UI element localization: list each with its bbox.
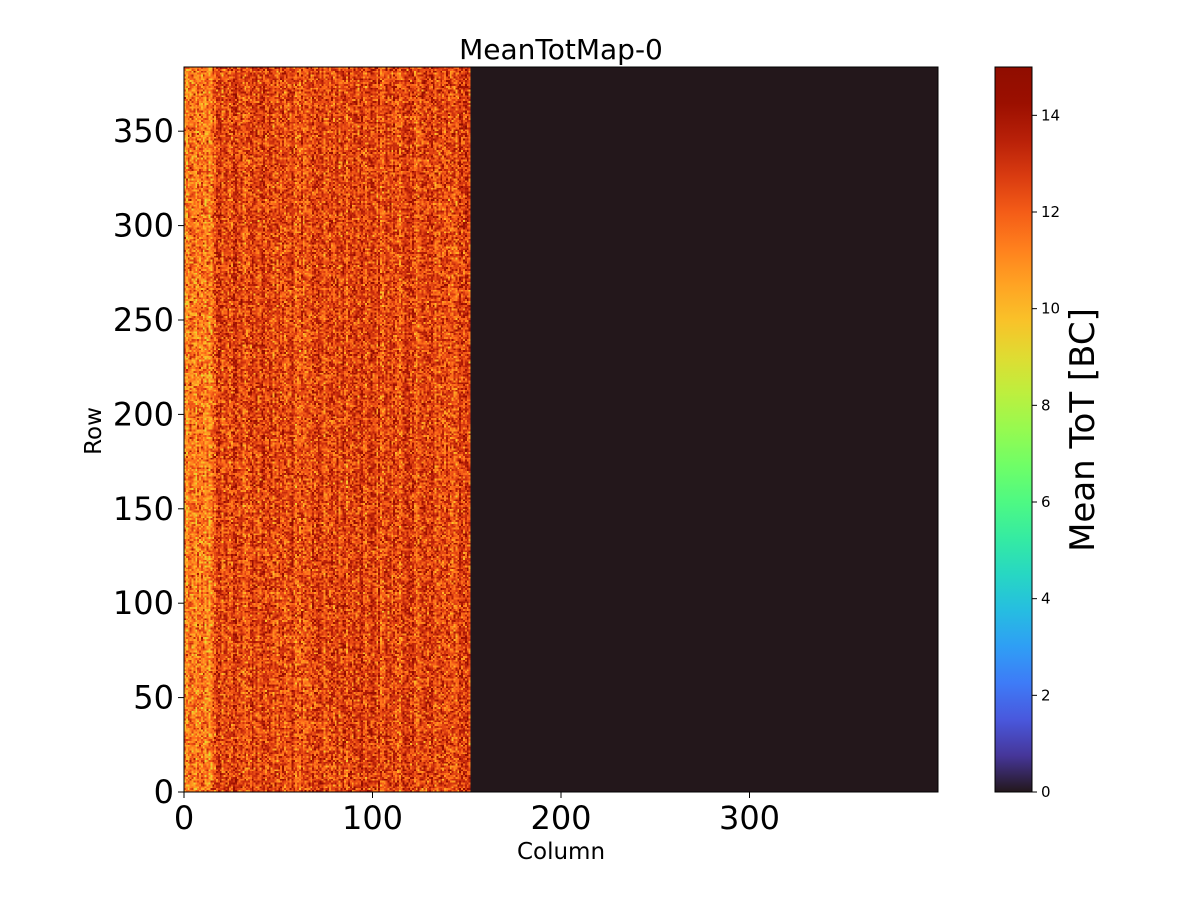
colorbar-tick-label: 2 [1041,686,1051,704]
colorbar-tick-label: 4 [1041,590,1051,608]
colorbar-tick-label: 10 [1041,300,1060,318]
chart-title: MeanTotMap-0 [459,33,663,66]
x-tick-label: 100 [342,799,403,837]
colorbar-ticks: 0 2 4 6 8 10 12 14 [1032,106,1060,801]
colorbar-label: Mean ToT [BC] [1063,308,1103,552]
y-tick-label: 150 [113,490,174,528]
y-tick-label: 200 [113,395,174,433]
colorbar-tick-label: 8 [1041,396,1051,414]
y-tick-label: 300 [113,207,174,245]
y-axis-ticks: 0 50 100 150 200 250 300 350 [113,112,184,811]
x-tick-label: 0 [174,799,194,837]
colorbar-tick-label: 0 [1041,783,1051,801]
colorbar-tick-label: 12 [1041,203,1060,221]
x-tick-label: 200 [530,799,591,837]
colorbar-tick-label: 6 [1041,493,1051,511]
heatmap-image [184,67,938,792]
y-axis-label: Row [81,407,107,455]
x-tick-label: 300 [719,799,780,837]
y-tick-label: 350 [113,112,174,150]
y-tick-label: 250 [113,301,174,339]
x-axis-ticks: 0 100 200 300 [174,792,780,837]
colorbar-tick-label: 14 [1041,106,1060,124]
colorbar [994,66,1033,793]
y-tick-label: 50 [133,679,174,717]
y-tick-label: 0 [154,773,174,811]
x-axis-label: Column [517,839,605,865]
y-tick-label: 100 [113,584,174,622]
